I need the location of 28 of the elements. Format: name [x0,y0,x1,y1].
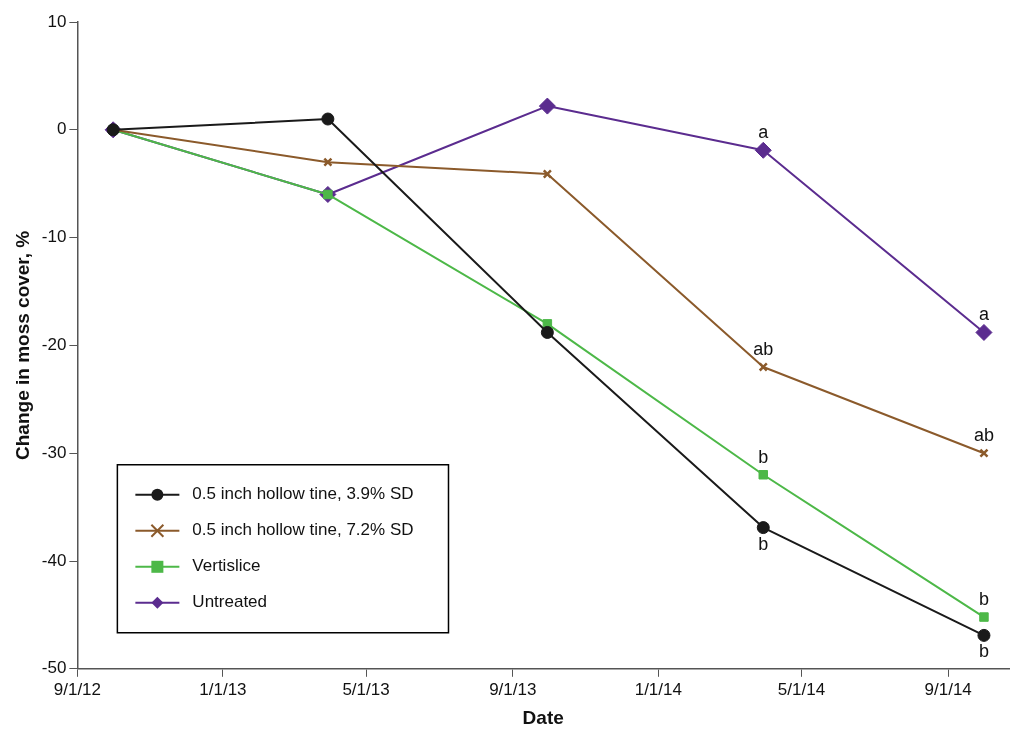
x-axis-title: Date [522,706,564,728]
legend-label: Untreated [192,592,268,612]
annotation: b [978,641,989,662]
annotation: a [758,122,770,143]
y-tick-label: -20 [41,335,67,355]
x-tick-label: 1/1/13 [199,679,247,699]
x-tick-label: 5/1/13 [342,679,390,699]
annotation: b [978,589,989,610]
x-tick-label: 9/1/14 [924,679,972,699]
annotation: b [758,446,769,467]
annotation: ab [973,425,994,446]
annotation: b [758,533,769,554]
y-axis-title: Change in moss cover, % [11,230,33,460]
legend-label: Vertislice [192,556,261,576]
y-tick-label: -40 [41,550,67,570]
y-tick-label: 0 [56,119,67,139]
x-tick-label: 1/1/14 [634,679,682,699]
y-tick-label: -30 [41,442,67,462]
x-tick-label: 9/1/13 [489,679,537,699]
legend-label: 0.5 inch hollow tine, 3.9% SD [192,484,414,504]
y-tick-label: -50 [41,658,67,678]
annotation: ab [753,338,774,359]
x-tick-label: 5/1/14 [777,679,826,699]
y-tick-label: 10 [47,11,67,31]
annotation: a [978,304,990,325]
legend-label: 0.5 inch hollow tine, 7.2% SD [192,520,414,540]
x-tick-label: 9/1/12 [53,679,101,699]
y-tick-label: -10 [41,227,67,247]
